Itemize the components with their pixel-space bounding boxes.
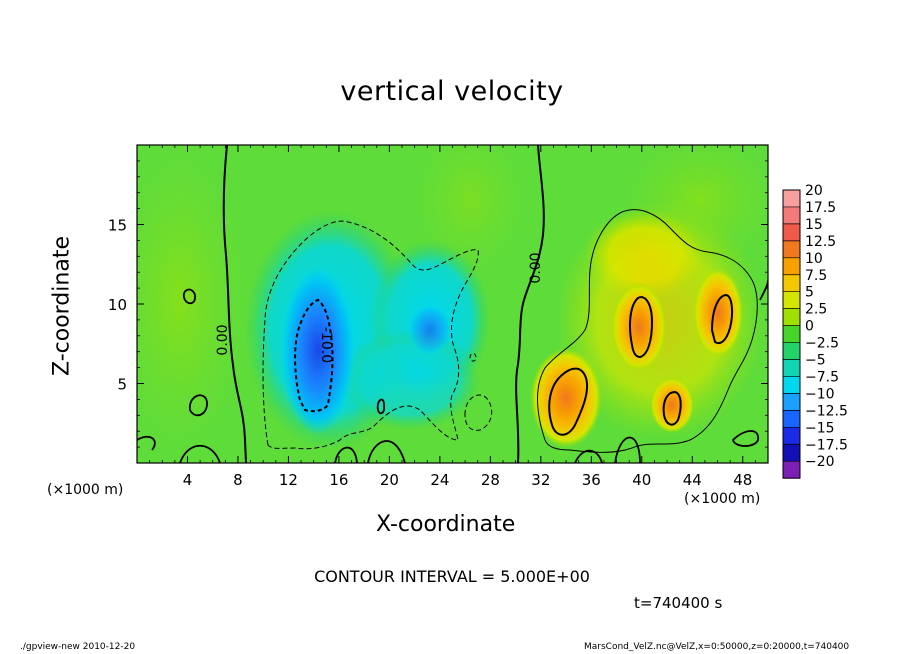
colorbar-label: −12.5: [805, 403, 848, 419]
plus10-contour-c: [710, 293, 734, 345]
colorbar-label: 2.5: [805, 302, 827, 318]
plus5-contour: [537, 209, 758, 453]
x-tick-label: 48: [733, 471, 752, 489]
contour-labels: 0.00 0.00 -10.0: [215, 252, 544, 363]
colorbar-swatch: [783, 376, 800, 394]
colorbar-swatch: [783, 461, 800, 479]
contour-lines: [137, 145, 768, 463]
colorbar-swatch: [783, 410, 800, 428]
y-tick-label: 15: [108, 217, 127, 235]
x-tick-label: 12: [279, 471, 298, 489]
x-tick-label: 8: [233, 471, 243, 489]
x-axis-label: X-coordinate: [376, 512, 516, 537]
x-tick-label: 40: [632, 471, 651, 489]
time-label: t=740400 s: [634, 594, 723, 612]
colorbar-label: 5: [805, 285, 814, 301]
colorbar-label: −5: [805, 353, 826, 369]
plus10-contour-d: [662, 390, 682, 426]
zero-contour-left: [222, 145, 247, 463]
x-tick-label: 16: [329, 471, 348, 489]
contour-label: 0.00: [215, 324, 231, 355]
y-axis: 5 10 15: [108, 160, 768, 448]
colorbar-label: 20: [805, 183, 823, 199]
footer-right: MarsCond_VelZ.nc@VelZ,x=0:50000,z=0:2000…: [584, 642, 850, 652]
colorbar-label: −7.5: [805, 369, 839, 385]
colorbar-swatch: [783, 393, 800, 411]
minus5-contour: [262, 220, 479, 450]
colorbar-label: −15: [805, 420, 835, 436]
contour-label: -10.0: [318, 327, 334, 363]
colorbar-swatch: [783, 240, 800, 259]
x-tick-label: 36: [582, 471, 601, 489]
footer-left: ./gpview-new 2010-12-20: [20, 642, 136, 652]
x-tick-label: 20: [380, 471, 399, 489]
colorbar-swatch: [783, 342, 800, 360]
colorbar-swatch: [783, 291, 800, 310]
colorbar-swatch: [783, 206, 800, 225]
plus10-contour-a: [548, 367, 588, 436]
x-tick-label: 44: [683, 471, 702, 489]
x-tick-label: 24: [430, 471, 449, 489]
chart-title: vertical velocity: [340, 76, 564, 107]
x-tick-label: 28: [481, 471, 500, 489]
colorbar-label: −20: [805, 454, 835, 470]
y-tick-label: 5: [117, 376, 127, 394]
colorbar-label: 10: [805, 251, 823, 267]
contour-interval-label: CONTOUR INTERVAL = 5.000E+00: [314, 567, 590, 586]
colorbar-swatch: [783, 274, 800, 293]
plus10-contour-b: [629, 296, 654, 359]
colorbar-label: 17.5: [805, 200, 836, 216]
x-unit-left: (×1000 m): [47, 482, 124, 498]
y-axis-label: Z-coordinate: [49, 236, 75, 376]
x-axis: 4 8 12 16 20 24 28 32 36 40 44 48: [149, 145, 756, 489]
y-tick-label: 10: [108, 296, 127, 314]
colorbar-swatch: [783, 325, 800, 344]
colorbar-label: 15: [805, 217, 823, 233]
colorbar-swatch: [783, 190, 800, 208]
colorbar-swatch: [783, 427, 800, 445]
colorbar-label: −17.5: [805, 437, 848, 453]
colorbar-swatch: [783, 359, 800, 377]
x-tick-label: 32: [531, 471, 550, 489]
colorbar-label: −2.5: [805, 336, 839, 352]
colorbar-label: 12.5: [805, 234, 836, 250]
colorbar-label: 0: [805, 319, 814, 335]
colorbar-swatch: [783, 308, 800, 327]
minus10-contour: [294, 298, 334, 413]
colorbar-label: −10: [805, 386, 835, 402]
colorbar-swatch: [783, 257, 800, 276]
colorbar-swatch: [783, 223, 800, 242]
x-unit-right: (×1000 m): [684, 491, 761, 507]
colorbar-label: 7.5: [805, 268, 827, 284]
colorbar: 2017.51512.5107.552.50−2.5−5−7.5−10−12.5…: [782, 183, 848, 479]
x-tick-label: 4: [183, 471, 193, 489]
colorbar-swatch: [783, 444, 800, 462]
contour-label: 0.00: [528, 252, 544, 283]
zero-contour-middle: [515, 145, 545, 463]
